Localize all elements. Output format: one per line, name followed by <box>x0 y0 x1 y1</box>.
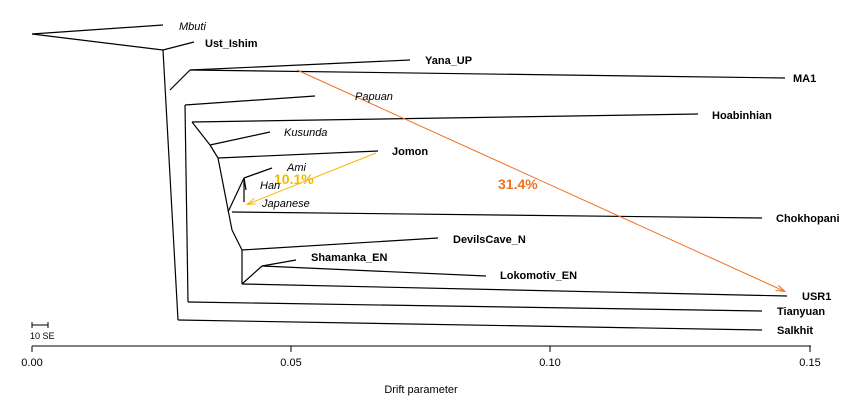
tip-label-han: Han <box>260 180 280 192</box>
tip-label-papuan: Papuan <box>355 91 393 103</box>
branch-ma1 <box>189 69 786 79</box>
x-axis: 0.00 0.05 0.10 0.15 Drift parameter <box>21 345 821 396</box>
tip-label-lokomotiv-en: Lokomotiv_EN <box>500 270 577 282</box>
branch-papuan <box>184 95 316 106</box>
migration-arrow-yana-usr1 <box>296 69 784 291</box>
migration-weight-yana-usr1: 31.4% <box>498 176 538 192</box>
branch-hoabinhian <box>191 113 699 123</box>
migration-edges <box>248 69 784 291</box>
x-tick-label-0: 0.00 <box>21 357 42 369</box>
tip-label-ma1: MA1 <box>793 73 816 85</box>
branch-salkhit <box>177 319 763 331</box>
branch-shamanka <box>261 259 297 267</box>
tip-label-ami: Ami <box>286 162 307 174</box>
branch-tianyuan <box>187 301 763 312</box>
tip-labels: Mbuti Ust_Ishim Yana_UP MA1 Papuan Hoabi… <box>179 21 840 337</box>
branch-to-yana-node <box>169 69 191 91</box>
branch-kusunda <box>209 131 271 146</box>
branch-east-node <box>191 121 211 146</box>
branch-devilscave <box>241 237 439 251</box>
tip-label-tianyuan: Tianyuan <box>777 306 825 318</box>
x-tick-label-1: 0.05 <box>280 357 301 369</box>
tip-label-kusunda: Kusunda <box>284 127 327 139</box>
branch-east-stem <box>184 104 189 303</box>
tip-label-salkhit: Salkhit <box>777 325 813 337</box>
branch-chokhopani <box>231 211 763 219</box>
branch-ea-node <box>227 177 245 213</box>
branch-east2 <box>209 144 219 159</box>
branch-usr1 <box>241 283 788 297</box>
tip-label-devilscave-n: DevilsCave_N <box>453 234 526 246</box>
tip-label-shamanka-en: Shamanka_EN <box>311 252 387 264</box>
migration-weight-jomon-japanese: 10.1% <box>274 171 314 187</box>
scale-bar: 10 SE <box>30 322 55 341</box>
x-tick-label-2: 0.10 <box>539 357 560 369</box>
branch-yana-up <box>189 59 411 71</box>
branch-shamanka-node <box>241 265 263 285</box>
scale-bar-label: 10 SE <box>30 331 55 341</box>
x-tick-label-3: 0.15 <box>799 357 820 369</box>
tip-label-ust-ishim: Ust_Ishim <box>205 38 258 50</box>
branch-east3 <box>217 157 233 231</box>
branch-root-mbuti <box>31 24 164 35</box>
tip-label-yana-up: Yana_UP <box>425 55 472 67</box>
branch-root-ust-ishim <box>31 33 164 51</box>
tip-label-usr1: USR1 <box>802 291 831 303</box>
branch-main-stem <box>162 49 179 321</box>
x-axis-title: Drift parameter <box>384 384 458 396</box>
tip-label-chokhopani: Chokhopani <box>776 213 840 225</box>
tip-label-japanese: Japanese <box>261 198 310 210</box>
branch-lokomotiv <box>261 265 487 277</box>
tree-branches <box>31 24 788 331</box>
branch-ne-node <box>231 229 243 251</box>
tip-label-mbuti: Mbuti <box>179 21 206 33</box>
branch-jomon <box>217 150 379 159</box>
branch-ami <box>243 167 273 179</box>
branch-ust-ishim-node <box>162 41 195 51</box>
tip-label-jomon: Jomon <box>392 146 428 158</box>
migration-arrow-jomon-japanese <box>248 152 377 204</box>
tip-label-hoabinhian: Hoabinhian <box>712 110 772 122</box>
